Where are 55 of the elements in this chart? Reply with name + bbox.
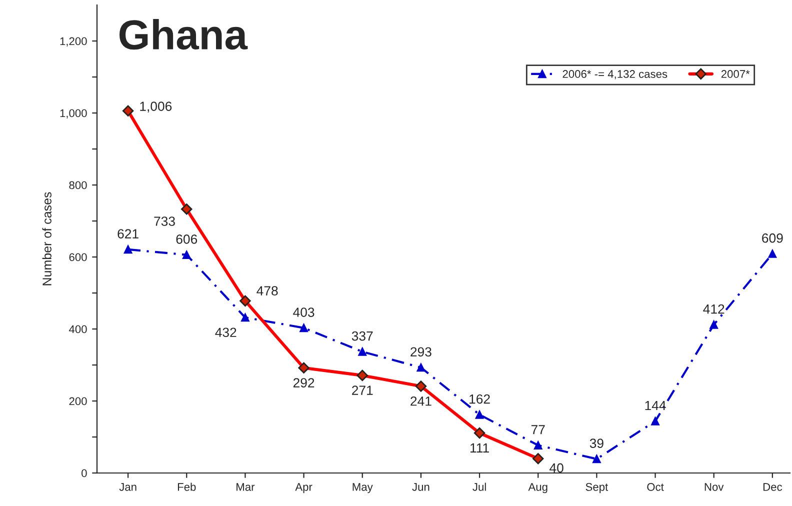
point [124, 245, 132, 254]
x-tick-label: Jan [119, 483, 136, 491]
point [592, 454, 601, 464]
data-label: 40 [550, 463, 564, 473]
y-axis-title: Number of cases [42, 192, 52, 286]
point [416, 363, 426, 372]
legend-label: 2006* -= 4,132 cases [562, 70, 668, 80]
data-label: 337 [352, 331, 373, 341]
x-tick-label: Oct [647, 483, 664, 491]
data-label: 478 [256, 286, 278, 296]
data-label: 293 [410, 347, 432, 357]
x-tick-label: Apr [295, 483, 312, 494]
x-tick-label: Mar [236, 483, 255, 491]
point [241, 313, 250, 322]
x-tick-label: Aug [528, 483, 548, 494]
point [182, 250, 191, 260]
data-label: 606 [176, 234, 198, 244]
y-tick-label: 400 [68, 325, 87, 334]
data-label: 292 [293, 378, 314, 388]
data-label: 1,006 [140, 102, 172, 113]
x-tick-label: May [352, 483, 373, 494]
legend-label: 2007* [721, 70, 750, 78]
chart-title: Ghana [120, 19, 248, 50]
data-label: 271 [352, 386, 373, 395]
data-label: 621 [118, 229, 138, 238]
x-tick-label: Jul [472, 482, 486, 491]
point [768, 250, 777, 258]
y-tick-label: 1,200 [60, 37, 87, 46]
y-tick-label: 1,000 [60, 109, 87, 118]
x-tick-label: Feb [178, 482, 196, 491]
y-tick-label: 0 [82, 469, 87, 478]
point [300, 324, 308, 332]
x-tick-label: Dec [763, 483, 782, 491]
data-label: 77 [531, 425, 545, 434]
y-tick-label: 600 [69, 253, 87, 262]
data-label: 144 [645, 400, 666, 410]
y-tick-label: 200 [69, 397, 87, 406]
data-label: 162 [470, 394, 490, 404]
data-label: 241 [410, 396, 432, 406]
x-tick-label: Nov [704, 483, 724, 491]
point [475, 410, 484, 419]
data-label: 412 [703, 304, 724, 314]
data-label: 111 [470, 443, 489, 452]
data-label: 609 [762, 233, 783, 243]
point [534, 441, 542, 450]
data-label: 403 [293, 308, 314, 317]
data-label: 432 [215, 328, 236, 338]
point [710, 320, 718, 329]
x-tick-label: Jun [412, 483, 430, 491]
data-label: 39 [590, 438, 604, 448]
point [358, 348, 367, 356]
x-tick-label: Sept [586, 483, 608, 494]
point [651, 416, 660, 426]
y-tick-label: 800 [69, 181, 87, 190]
data-label: 733 [154, 216, 175, 226]
